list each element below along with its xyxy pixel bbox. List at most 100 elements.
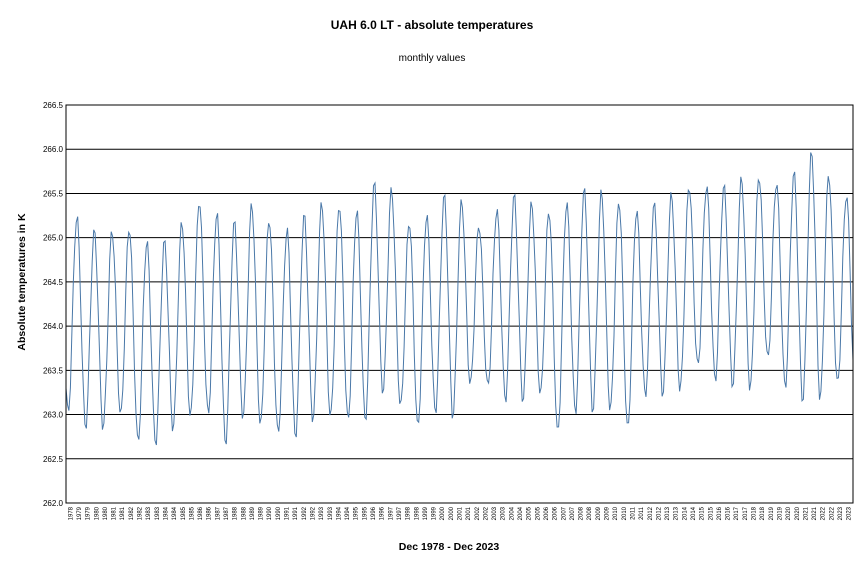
x-tick-label: 2007 bbox=[570, 506, 576, 520]
x-tick-label: 1980 bbox=[103, 506, 109, 520]
x-tick-label: 2020 bbox=[795, 506, 801, 520]
x-tick-label: 2001 bbox=[458, 506, 464, 520]
y-tick-label: 263.0 bbox=[43, 411, 64, 420]
x-tick-label: 2008 bbox=[587, 506, 593, 520]
x-tick-label: 2009 bbox=[596, 506, 602, 520]
x-tick-label: 2013 bbox=[665, 506, 671, 520]
y-tick-label: 266.5 bbox=[43, 101, 64, 110]
x-tick-label: 2011 bbox=[639, 506, 645, 520]
x-tick-label: 2001 bbox=[466, 506, 472, 520]
x-tick-label: 2021 bbox=[812, 506, 818, 520]
x-tick-label: 1996 bbox=[380, 506, 386, 520]
y-tick-label: 264.5 bbox=[43, 278, 64, 287]
x-tick-label: 1992 bbox=[311, 506, 317, 520]
x-tick-label: 1998 bbox=[414, 506, 420, 520]
y-tick-label: 262.0 bbox=[43, 499, 64, 508]
y-tick-label: 262.5 bbox=[43, 455, 64, 464]
y-axis-label: Absolute temperatures in K bbox=[16, 213, 28, 351]
x-tick-label: 2012 bbox=[656, 506, 662, 520]
y-tick-label: 263.5 bbox=[43, 366, 64, 375]
x-tick-label: 2022 bbox=[821, 506, 827, 520]
x-tick-label: 2013 bbox=[674, 506, 680, 520]
chart-subtitle: monthly values bbox=[399, 53, 466, 64]
x-tick-label: 2007 bbox=[561, 506, 567, 520]
x-tick-label: 2019 bbox=[769, 506, 775, 520]
x-tick-label: 2000 bbox=[440, 506, 446, 520]
x-tick-label: 2014 bbox=[682, 506, 688, 520]
x-tick-label: 1979 bbox=[77, 506, 83, 520]
x-tick-label: 2006 bbox=[553, 506, 559, 520]
x-tick-label: 1997 bbox=[397, 506, 403, 520]
x-tick-label: 2002 bbox=[483, 506, 489, 520]
x-tick-label: 2003 bbox=[501, 506, 507, 520]
x-tick-label: 2014 bbox=[691, 506, 697, 520]
x-tick-label: 1995 bbox=[354, 506, 360, 520]
series-line bbox=[65, 152, 854, 446]
x-tick-label: 2002 bbox=[475, 506, 481, 520]
x-tick-label: 1979 bbox=[86, 506, 92, 520]
plot-frame bbox=[65, 104, 854, 504]
x-tick-label: 2017 bbox=[734, 506, 740, 520]
x-tick-label: 1985 bbox=[189, 506, 195, 520]
x-tick-label: 2018 bbox=[752, 506, 758, 520]
x-tick-label: 2021 bbox=[803, 506, 809, 520]
x-tick-label: 1981 bbox=[120, 506, 126, 520]
x-tick-label: 2015 bbox=[700, 506, 706, 520]
x-tick-label: 1993 bbox=[319, 506, 325, 520]
x-tick-label: 2016 bbox=[726, 506, 732, 520]
x-tick-label: 1999 bbox=[423, 506, 429, 520]
x-tick-label: 1981 bbox=[112, 506, 118, 520]
x-tick-label: 1992 bbox=[302, 506, 308, 520]
x-tick-label: 2005 bbox=[527, 506, 533, 520]
x-tick-label: 1986 bbox=[207, 506, 213, 520]
x-tick-label: 1991 bbox=[285, 506, 291, 520]
y-tick-label: 264.0 bbox=[43, 322, 64, 331]
x-tick-label: 2003 bbox=[492, 506, 498, 520]
x-tick-label: 2020 bbox=[786, 506, 792, 520]
x-tick-label: 1997 bbox=[388, 506, 394, 520]
x-tick-label: 1989 bbox=[250, 506, 256, 520]
x-tick-label: 1995 bbox=[362, 506, 368, 520]
x-tick-label: 1988 bbox=[233, 506, 239, 520]
x-tick-label: 1991 bbox=[293, 506, 299, 520]
x-tick-label: 1983 bbox=[155, 506, 161, 520]
x-tick-label: 2010 bbox=[613, 506, 619, 520]
x-axis-ticks: 1978 1979 1979 1980 1980 1981 1981 1982 1982 1983… bbox=[68, 506, 852, 520]
x-tick-label: 2019 bbox=[778, 506, 784, 520]
x-tick-label: 1994 bbox=[336, 506, 342, 520]
x-tick-label: 2004 bbox=[518, 506, 524, 520]
x-axis-label: Dec 1978 - Dec 2023 bbox=[399, 541, 500, 553]
x-tick-label: 2008 bbox=[579, 506, 585, 520]
x-tick-label: 1999 bbox=[432, 506, 438, 520]
x-tick-label: 2022 bbox=[829, 506, 835, 520]
x-tick-label: 1982 bbox=[138, 506, 144, 520]
x-tick-label: 2011 bbox=[631, 506, 637, 520]
x-tick-label: 1984 bbox=[172, 506, 178, 520]
x-tick-label: 1980 bbox=[94, 506, 100, 520]
x-tick-label: 1983 bbox=[146, 506, 152, 520]
y-tick-label: 265.5 bbox=[43, 189, 64, 198]
x-tick-label: 2009 bbox=[605, 506, 611, 520]
y-tick-label: 266.0 bbox=[43, 145, 64, 154]
chart-title: UAH 6.0 LT - absolute temperatures bbox=[331, 18, 534, 32]
x-tick-label: 2010 bbox=[622, 506, 628, 520]
x-tick-label: 2006 bbox=[544, 506, 550, 520]
y-tick-label: 265.0 bbox=[43, 234, 64, 243]
x-tick-label: 1989 bbox=[259, 506, 265, 520]
x-tick-label: 1998 bbox=[406, 506, 412, 520]
x-tick-label: 2005 bbox=[535, 506, 541, 520]
x-tick-label: 1978 bbox=[68, 506, 74, 520]
x-tick-label: 2000 bbox=[449, 506, 455, 520]
series-layer bbox=[65, 152, 854, 446]
x-tick-label: 1982 bbox=[129, 506, 135, 520]
x-tick-label: 1990 bbox=[267, 506, 273, 520]
x-tick-label: 1987 bbox=[224, 506, 230, 520]
x-tick-label: 1984 bbox=[164, 506, 170, 520]
x-tick-label: 1986 bbox=[198, 506, 204, 520]
x-tick-label: 1990 bbox=[276, 506, 282, 520]
x-tick-label: 2018 bbox=[760, 506, 766, 520]
x-tick-label: 1988 bbox=[241, 506, 247, 520]
grid-lines bbox=[66, 104, 853, 504]
x-tick-label: 1993 bbox=[328, 506, 334, 520]
